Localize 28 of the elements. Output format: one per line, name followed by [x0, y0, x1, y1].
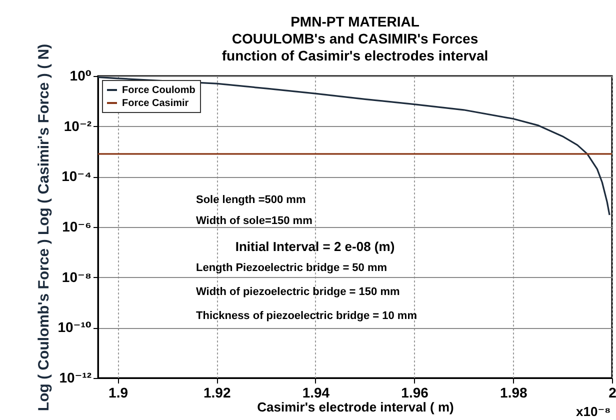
text: COUULOMB's and CASIMIR's Forces: [232, 30, 478, 46]
legend-label: Force Coulomb: [122, 85, 196, 96]
x-tick-label: 1.94: [302, 384, 330, 400]
x-tick-label: 1.9: [108, 384, 128, 400]
annotation: Width of sole=150 mm: [196, 215, 313, 227]
y-tick-label: 10⁻¹⁰: [58, 319, 92, 336]
line-series: [98, 76, 610, 216]
y-tick-label: 10⁻⁴: [62, 168, 92, 184]
y-tick-label: 10⁰: [70, 68, 92, 84]
y-axis-title: Log ( Coulomb's Force ) Log ( Casimir's Force ) ( N): [36, 44, 53, 412]
text: x10⁻⁸: [576, 404, 611, 419]
y-tick-label: 10⁻⁶: [62, 218, 92, 234]
text: function of Casimir's electrodes interval: [222, 47, 488, 64]
legend-label: Force Casimir: [122, 98, 189, 109]
annotation: Sole length =500 mm: [196, 194, 306, 206]
annotation: Length Piezoelectric bridge = 50 mm: [196, 262, 388, 274]
y-tick-label: 10⁻²: [64, 118, 92, 134]
x-tick-label: 2: [608, 384, 616, 400]
annotation: Initial Interval = 2 e-08 (m): [235, 239, 395, 254]
x-tick-label: 1.92: [203, 384, 231, 400]
annotation: Thickness of piezoelectric bridge = 10 mm: [196, 310, 418, 322]
x-tick-label: 1.98: [500, 384, 528, 400]
x-axis-title: Casimir's electrode interval ( m): [257, 400, 454, 414]
x-tick-label: 1.96: [401, 384, 429, 400]
y-tick-label: 10⁻⁸: [62, 268, 92, 285]
annotation: Width of piezoelectric bridge = 150 mm: [196, 286, 400, 298]
y-tick-label: 10⁻¹²: [59, 370, 92, 386]
text: PMN-PT MATERIAL: [290, 13, 420, 30]
